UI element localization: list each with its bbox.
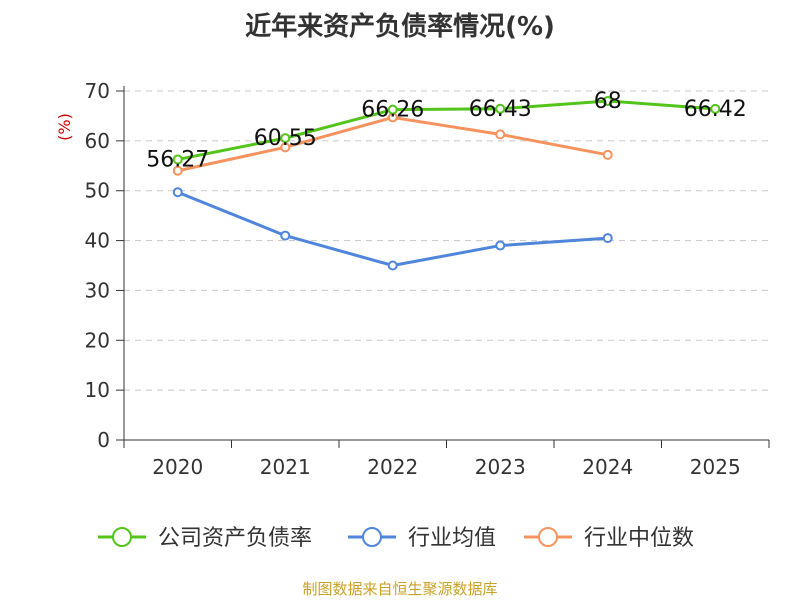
y-tick-label: 30 (85, 278, 110, 302)
y-tick-label: 10 (85, 378, 110, 402)
data-label: 68 (594, 89, 622, 114)
data-point (495, 240, 506, 251)
series-line (177, 190, 608, 267)
series-line (177, 115, 609, 173)
data-label: 66.26 (361, 98, 424, 123)
y-tick-label: 50 (85, 179, 110, 203)
y-tick-label: 60 (85, 129, 110, 153)
series-line (177, 99, 716, 161)
data-point (495, 129, 506, 140)
y-axis-label: (%) (55, 113, 74, 141)
y-tick-label: 0 (97, 428, 110, 452)
data-point (280, 142, 291, 153)
legend-swatch-marker (362, 527, 382, 547)
data-point (280, 230, 291, 241)
legend-item-label: 行业中位数 (584, 526, 694, 551)
x-tick-label: 2023 (475, 455, 526, 479)
data-point (172, 165, 183, 176)
data-labels: 56.27 60.55 66.26 66.43 68 66.42 (146, 89, 746, 172)
y-tick-label: 20 (85, 328, 110, 352)
source-note: 制图数据来自恒生聚源数据库 (302, 580, 498, 598)
data-point (602, 233, 613, 244)
y-tick-label: 40 (85, 229, 110, 253)
legend-item-label: 公司资产负债率 (158, 526, 312, 551)
data-point (387, 104, 398, 115)
data-point (710, 103, 721, 114)
legend-swatch-marker (112, 527, 132, 547)
chart-title: 近年来资产负债率情况(%) (245, 12, 555, 42)
data-point (172, 154, 183, 165)
data-label: 66.43 (469, 97, 532, 122)
axes: 0 10 20 30 40 50 60 70 2020 2021 2022 2023 2024 2025 (… (55, 79, 770, 479)
data-point (602, 95, 613, 106)
data-label: 66.42 (684, 97, 747, 122)
data-point (280, 133, 291, 144)
y-tick-label: 70 (85, 79, 110, 103)
series-lines (172, 95, 721, 271)
x-tick-label: 2024 (582, 455, 633, 479)
legend: 公司资产负债率 行业均值 行业中位数 (98, 526, 694, 551)
x-tick-label: 2020 (152, 455, 203, 479)
data-point (602, 149, 613, 160)
data-point (172, 187, 183, 198)
legend-item-label: 行业均值 (408, 526, 496, 551)
x-tick-label: 2022 (367, 455, 418, 479)
x-tick-label: 2021 (260, 455, 311, 479)
data-point (495, 103, 506, 114)
x-tick-label: 2025 (690, 455, 741, 479)
data-label: 56.27 (146, 147, 209, 172)
data-point (387, 260, 398, 271)
data-label: 60.55 (254, 126, 317, 151)
grid-lines (124, 90, 769, 391)
legend-swatch-marker (538, 527, 558, 547)
